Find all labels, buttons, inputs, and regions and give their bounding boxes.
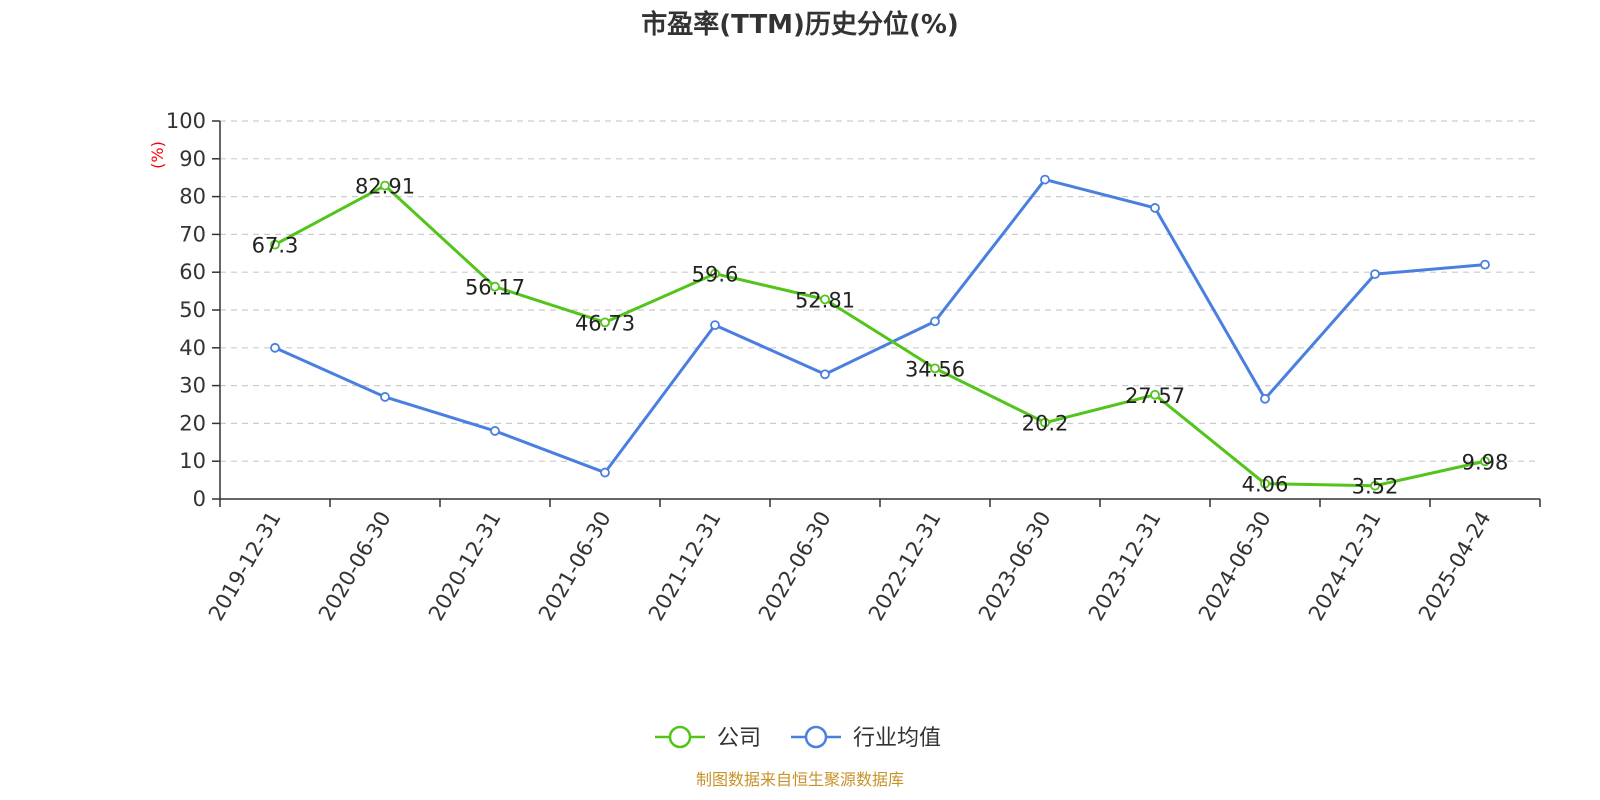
data-point[interactable] — [1370, 269, 1380, 279]
data-point[interactable] — [1260, 393, 1270, 404]
data-point[interactable] — [1150, 389, 1160, 400]
data-label: 20.2 — [1022, 412, 1069, 436]
x-tick-label: 2024-06-30 — [1194, 507, 1276, 625]
data-label: 59.6 — [692, 263, 739, 287]
x-tick-label: 2020-12-31 — [424, 507, 506, 625]
data-point[interactable] — [930, 363, 940, 374]
y-tick-label: 100 — [166, 109, 206, 133]
series-line — [274, 184, 1486, 488]
data-point[interactable] — [1260, 478, 1270, 489]
data-point[interactable] — [710, 320, 720, 331]
source-note: 制图数据来自恒生聚源数据库 — [696, 770, 904, 789]
data-point[interactable] — [600, 317, 610, 328]
data-label: 34.56 — [905, 357, 965, 381]
legend-item[interactable]: 公司 — [655, 725, 761, 751]
legend-item[interactable]: 行业均值 — [791, 725, 941, 751]
y-tick-label: 30 — [179, 374, 206, 398]
y-tick-label: 10 — [179, 449, 206, 473]
data-label: 56.17 — [465, 276, 525, 300]
x-tick-label: 2021-12-31 — [644, 507, 726, 625]
data-point[interactable] — [710, 268, 720, 279]
y-tick-label: 70 — [179, 222, 206, 246]
y-tick-label: 0 — [193, 487, 206, 511]
data-point[interactable] — [1040, 417, 1050, 428]
data-point[interactable] — [270, 342, 280, 353]
y-tick-label: 90 — [179, 147, 206, 171]
y-tick-label: 60 — [179, 260, 206, 284]
x-tick-label: 2023-12-31 — [1084, 507, 1166, 625]
series-line — [274, 178, 1486, 475]
legend[interactable]: 公司 行业均值 — [655, 725, 941, 751]
data-point[interactable] — [380, 180, 390, 191]
data-point[interactable] — [820, 294, 830, 305]
y-axis-label: (%) — [148, 141, 167, 169]
x-tick-label: 2024-12-31 — [1304, 507, 1386, 625]
data-label: 67.3 — [252, 234, 299, 258]
data-point[interactable] — [1040, 174, 1050, 185]
legend-label: 公司 — [717, 726, 761, 751]
data-point[interactable] — [380, 392, 390, 402]
data-label: 27.57 — [1125, 384, 1185, 408]
data-label: 3.52 — [1352, 475, 1399, 499]
y-tick-label: 80 — [179, 185, 206, 209]
legend-marker-icon — [804, 725, 828, 749]
x-tick-label: 2021-06-30 — [534, 507, 616, 625]
x-tick-label: 2025-04-24 — [1414, 507, 1496, 625]
data-point[interactable] — [490, 281, 500, 292]
legend-label: 行业均值 — [853, 726, 941, 751]
data-point[interactable] — [1480, 456, 1490, 467]
data-labels: 67.3 82.91 56.17 46.73 59.6 52.81 34.56 20.2 27.… — [252, 175, 1509, 499]
x-tick-label: 2020-06-30 — [314, 507, 396, 625]
y-tick-label: 40 — [179, 336, 206, 360]
x-tick-label: 2023-06-30 — [974, 507, 1056, 625]
y-tick-label: 50 — [179, 298, 206, 322]
data-point[interactable] — [600, 467, 610, 478]
series-layer — [270, 174, 1490, 491]
data-label: 46.73 — [575, 311, 635, 335]
chart-title: 市盈率(TTM)历史分位(%) — [641, 9, 959, 40]
y-tick-label: 20 — [179, 411, 206, 435]
data-label: 52.81 — [795, 288, 855, 312]
grid — [220, 120, 1540, 462]
x-tick-label: 2022-12-31 — [864, 507, 946, 625]
data-point[interactable] — [270, 239, 280, 250]
data-point[interactable] — [1150, 203, 1160, 213]
data-label: 82.91 — [355, 175, 415, 199]
data-point[interactable] — [490, 426, 500, 436]
data-point[interactable] — [1480, 259, 1490, 270]
data-label: 9.98 — [1462, 450, 1509, 474]
data-point[interactable] — [1370, 480, 1380, 491]
x-tick-label: 2019-12-31 — [204, 507, 286, 625]
data-point[interactable] — [820, 369, 830, 380]
legend-marker-icon — [668, 725, 692, 749]
x-tick-label: 2022-06-30 — [754, 507, 836, 625]
data-point[interactable] — [930, 316, 940, 327]
data-label: 4.06 — [1242, 473, 1289, 497]
